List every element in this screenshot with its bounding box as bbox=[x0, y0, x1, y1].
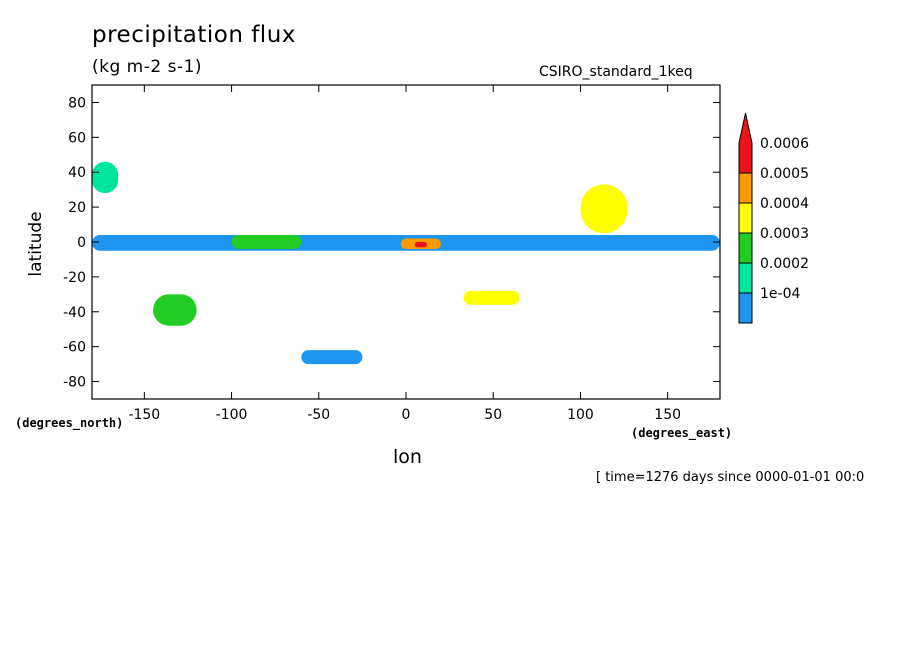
x-tick-label: 50 bbox=[484, 407, 502, 423]
colorbar-swatch bbox=[738, 262, 753, 294]
contour-south-pacific bbox=[153, 294, 197, 326]
x-tick-label: -100 bbox=[216, 407, 248, 423]
colorbar-label: 0.0006 bbox=[760, 136, 809, 152]
y-tick-label: 20 bbox=[68, 200, 86, 216]
y-tick-label: -60 bbox=[63, 340, 86, 356]
x-axis-label: lon bbox=[393, 446, 422, 468]
contour-north-pacific bbox=[92, 161, 119, 194]
x-axis-units: (degrees_east) bbox=[631, 426, 733, 440]
axis-ticks: -150 -100 -50 0 50 100 150 80 60 40 20 0 -20 -40 -60 -8… bbox=[63, 85, 720, 423]
y-tick-label: 60 bbox=[68, 130, 86, 146]
contour-africa-core bbox=[414, 242, 427, 248]
y-tick-label: -40 bbox=[63, 305, 86, 321]
colorbar-label: 0.0005 bbox=[760, 166, 809, 182]
contour-se-asia-arc bbox=[580, 184, 628, 234]
x-tick-label: 100 bbox=[567, 407, 594, 423]
time-info: [ time=1276 days since 0000-01-01 00:0 bbox=[596, 470, 865, 485]
colorbar-label: 0.0002 bbox=[760, 256, 809, 272]
contour-southern-ocean bbox=[301, 350, 363, 365]
colorbar-swatch bbox=[738, 292, 753, 324]
colorbar-swatch bbox=[738, 112, 753, 174]
x-tick-label: 150 bbox=[654, 407, 681, 423]
y-tick-label: -80 bbox=[63, 375, 86, 391]
y-axis-units: (degrees_north) bbox=[15, 416, 124, 430]
colorbar-swatch bbox=[738, 172, 753, 204]
colorbar: 1e-04 0.0002 0.0003 0.0004 0.0005 0.0006 bbox=[738, 112, 809, 324]
chart-units: (kg m-2 s-1) bbox=[92, 57, 203, 77]
contour-fills bbox=[92, 161, 720, 365]
contour-east-pacific-itcz bbox=[231, 235, 302, 249]
x-tick-label: -150 bbox=[128, 407, 160, 423]
y-tick-label: 40 bbox=[68, 165, 86, 181]
y-tick-label: 0 bbox=[77, 235, 86, 251]
model-source: CSIRO_standard_1keq bbox=[539, 64, 693, 80]
colorbar-label: 0.0004 bbox=[760, 196, 809, 212]
contour-south-indian bbox=[463, 290, 520, 305]
y-tick-label: 80 bbox=[68, 95, 86, 111]
colorbar-label: 1e-04 bbox=[760, 286, 800, 302]
colorbar-swatch bbox=[738, 202, 753, 234]
colorbar-label: 0.0003 bbox=[760, 226, 809, 242]
x-tick-label: -50 bbox=[307, 407, 330, 423]
chart-title: precipitation flux bbox=[92, 22, 296, 48]
colorbar-swatch bbox=[738, 232, 753, 264]
x-tick-label: 0 bbox=[402, 407, 411, 423]
y-tick-label: -20 bbox=[63, 270, 86, 286]
